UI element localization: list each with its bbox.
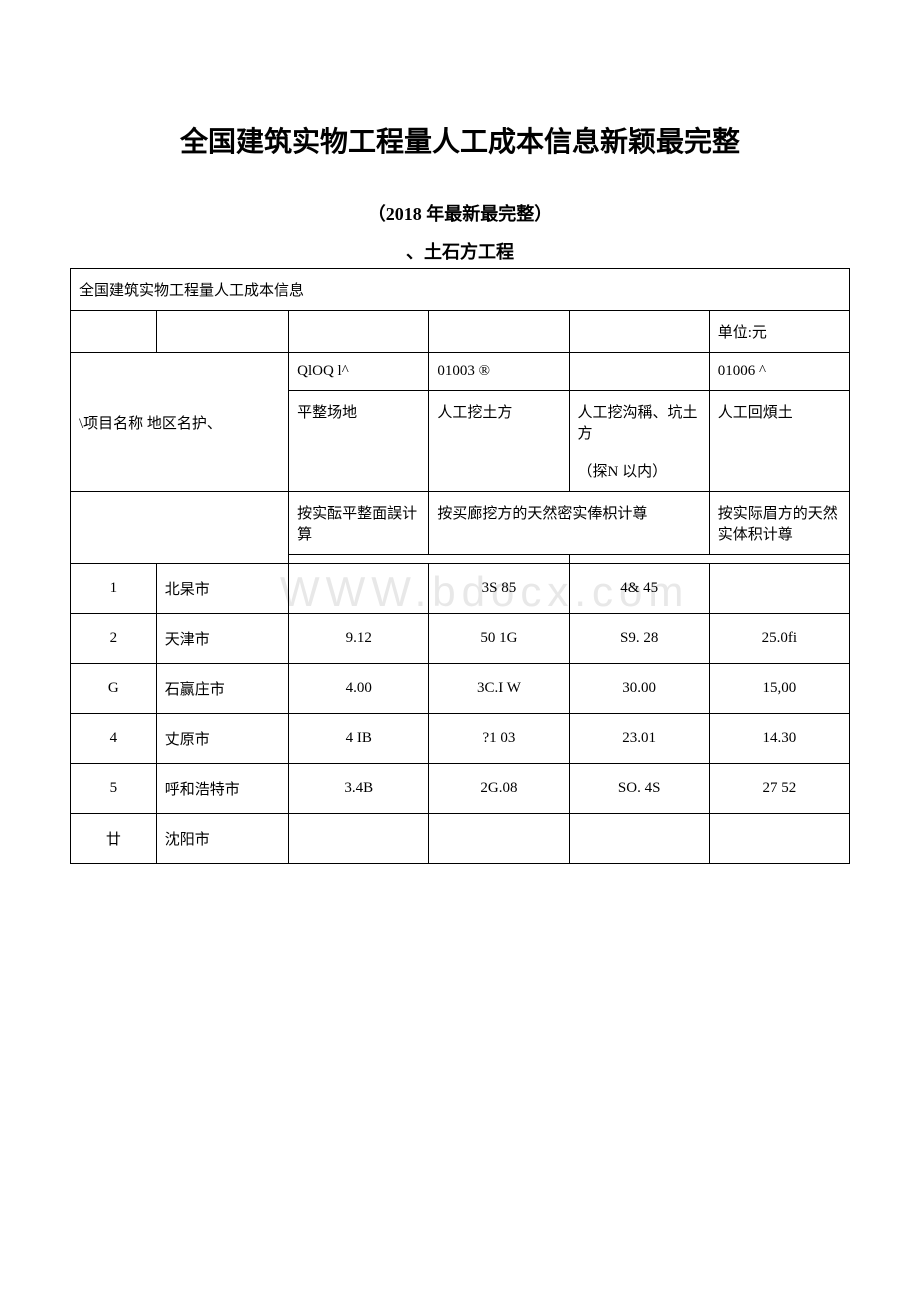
value-cell: [289, 814, 429, 864]
value-cell: [569, 814, 709, 864]
calc-method-cell: 按实际眉方的天然实体积计尊: [709, 492, 849, 555]
empty-cell: [71, 311, 157, 353]
value-cell: [289, 564, 429, 614]
empty-cell: [156, 311, 288, 353]
value-cell: 25.0fi: [709, 614, 849, 664]
section-title: 、土石方工程: [70, 238, 850, 264]
code-cell: [569, 353, 709, 391]
value-cell: SO. 4S: [569, 764, 709, 814]
region-cell: 丈原市: [156, 714, 288, 764]
table-row: 5呼和浩特市3.4B2G.08SO. 4S27 52: [71, 764, 850, 814]
value-cell: 4& 45: [569, 564, 709, 614]
region-cell: 沈阳市: [156, 814, 288, 864]
empty-cell: [289, 555, 569, 564]
col-header: 人工回煩土: [709, 391, 849, 492]
table-wrapper: WWW.bdocx.com 全国建筑实物工程量人工成本信息 单位:元: [70, 268, 850, 864]
value-cell: [429, 814, 569, 864]
code-cell: QlOQ l^: [289, 353, 429, 391]
code-cell: 01003 ®: [429, 353, 569, 391]
region-cell: 石赢庄市: [156, 664, 288, 714]
col-header: 人工挖沟稱、坑土方 （探N 以内）: [569, 391, 709, 492]
unit-row: 单位:元: [71, 311, 850, 353]
value-cell: S9. 28: [569, 614, 709, 664]
value-cell: 27 52: [709, 764, 849, 814]
table-row: 2天津市9.1250 1GS9. 2825.0fi: [71, 614, 850, 664]
calc-method-cell: 按实酝平整面誤计算: [289, 492, 429, 555]
value-cell: 50 1G: [429, 614, 569, 664]
row-label-cell: \项目名称 地区名护、: [71, 353, 289, 492]
value-cell: 30.00: [569, 664, 709, 714]
value-cell: [709, 814, 849, 864]
col-header: 人工挖土方: [429, 391, 569, 492]
row-number: G: [71, 664, 157, 714]
unit-cell: 单位:元: [709, 311, 849, 353]
value-cell: 3S 85: [429, 564, 569, 614]
row-number: 廿: [71, 814, 157, 864]
value-cell: 2G.08: [429, 764, 569, 814]
table-row: 廿沈阳市: [71, 814, 850, 864]
col-header: 平整场地: [289, 391, 429, 492]
value-cell: ?1 03: [429, 714, 569, 764]
value-cell: 4.00: [289, 664, 429, 714]
region-cell: 呼和浩特市: [156, 764, 288, 814]
row-number: 4: [71, 714, 157, 764]
cost-table: 全国建筑实物工程量人工成本信息 单位:元 \项目名称 地区名护、 QlOQ l^…: [70, 268, 850, 864]
code-row: \项目名称 地区名护、 QlOQ l^ 01003 ® 01006 ^: [71, 353, 850, 391]
value-cell: 15,00: [709, 664, 849, 714]
table-row: 4丈原市4 IB?1 0323.0114.30: [71, 714, 850, 764]
value-cell: [709, 564, 849, 614]
table-header-title: 全国建筑实物工程量人工成本信息: [71, 269, 850, 311]
page-title: 全国建筑实物工程量人工成本信息新颖最完整: [70, 120, 850, 160]
region-cell: 北杲市: [156, 564, 288, 614]
value-cell: 23.01: [569, 714, 709, 764]
value-cell: 3.4B: [289, 764, 429, 814]
empty-cell: [569, 555, 849, 564]
calc-method-cell: 按买廊挖方的天然密实俸枳计尊: [429, 492, 709, 555]
value-cell: 4 IB: [289, 714, 429, 764]
row-number: 2: [71, 614, 157, 664]
code-cell: 01006 ^: [709, 353, 849, 391]
table-header-row: 全国建筑实物工程量人工成本信息: [71, 269, 850, 311]
row-number: 5: [71, 764, 157, 814]
empty-cell: [289, 311, 429, 353]
empty-cell: [429, 311, 569, 353]
table-row: G石赢庄市4.003C.I W30.0015,00: [71, 664, 850, 714]
value-cell: 3C.I W: [429, 664, 569, 714]
table-row: 1北杲市 3S 854& 45: [71, 564, 850, 614]
empty-cell: [71, 492, 289, 564]
row-number: 1: [71, 564, 157, 614]
value-cell: 14.30: [709, 714, 849, 764]
region-cell: 天津市: [156, 614, 288, 664]
value-cell: 9.12: [289, 614, 429, 664]
subtitle: （2018 年最新最完整）: [70, 200, 850, 226]
calc-method-row: 按实酝平整面誤计算 按买廊挖方的天然密实俸枳计尊 按实际眉方的天然实体积计尊: [71, 492, 850, 555]
empty-cell: [569, 311, 709, 353]
